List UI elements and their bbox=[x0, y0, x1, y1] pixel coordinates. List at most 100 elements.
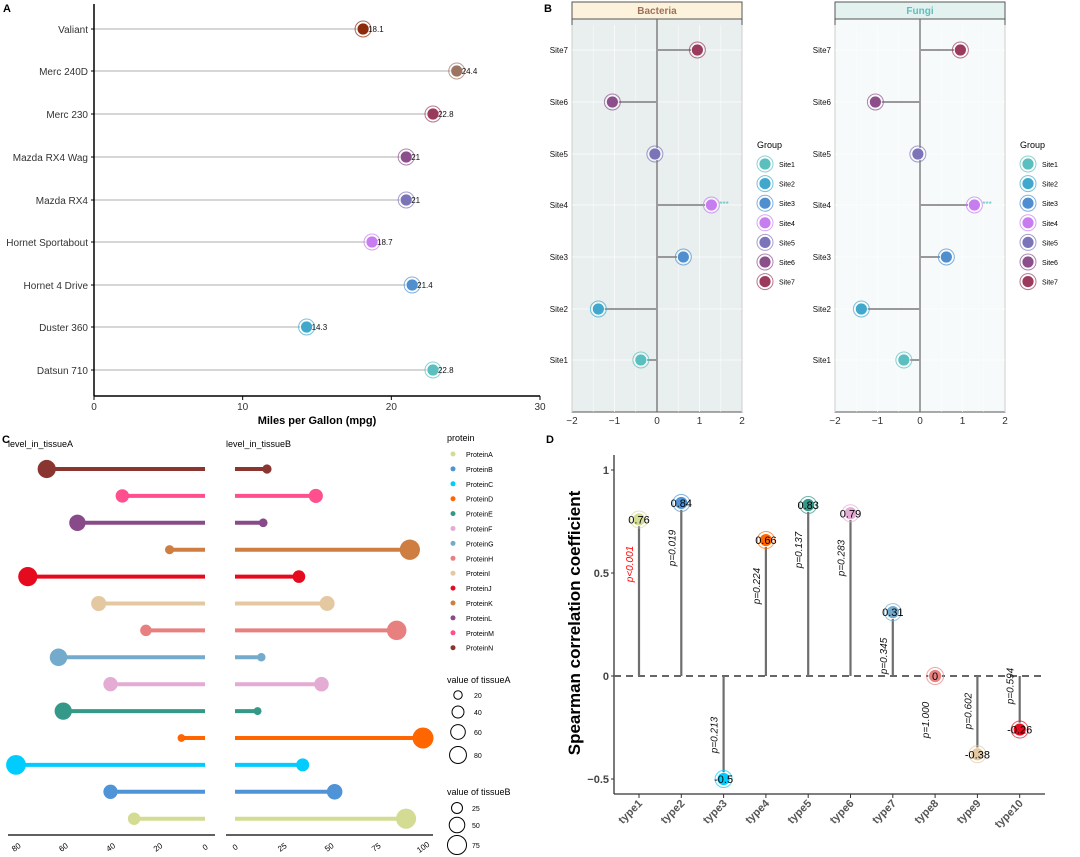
x-tick-label: type8 bbox=[912, 798, 941, 827]
x-tick-label: type9 bbox=[955, 798, 984, 827]
point-site6 bbox=[868, 95, 882, 109]
x-tick-label: 20 bbox=[152, 841, 165, 854]
value-label: 0.66 bbox=[755, 535, 776, 547]
point-merc-240d-ring bbox=[448, 62, 466, 80]
legend-label: ProteinA bbox=[466, 452, 493, 459]
legend-label: ProteinE bbox=[466, 512, 493, 519]
legend-key bbox=[758, 196, 772, 210]
point-site1 bbox=[634, 353, 648, 367]
panel-d: 1 0.5 0 −0.5 Spearman correlation coefficien… bbox=[565, 455, 1045, 831]
value-label: 0.84 bbox=[671, 498, 692, 510]
point-tissueB-proteing bbox=[257, 653, 266, 662]
category-label: Site4 bbox=[813, 201, 832, 210]
legend-key-ring bbox=[756, 273, 774, 291]
x-tick-label: type2 bbox=[659, 798, 688, 827]
point-site3 bbox=[676, 250, 690, 264]
point-tissueA-proteink bbox=[164, 545, 175, 555]
point-type1 bbox=[632, 512, 646, 527]
category-label: Site3 bbox=[550, 253, 569, 262]
point-site2-ring bbox=[589, 300, 607, 318]
point-tissueA-proteini bbox=[91, 595, 107, 612]
legend-key-ring bbox=[756, 194, 774, 212]
x-tick-label: −2 bbox=[829, 416, 841, 427]
value-label: 0.83 bbox=[797, 500, 818, 512]
point-site7-ring bbox=[951, 41, 969, 59]
panel-label-a: A bbox=[3, 3, 11, 15]
legend-key bbox=[758, 275, 772, 289]
category-label: Site1 bbox=[813, 356, 832, 365]
point-site6-ring bbox=[866, 93, 884, 111]
legend-label: Site5 bbox=[779, 240, 795, 247]
p-value-label: p=0.594 bbox=[1006, 667, 1017, 705]
point-site4-ring bbox=[702, 196, 720, 214]
legend-key bbox=[450, 466, 456, 472]
value-label: 0 bbox=[932, 671, 938, 683]
x-tick-label: type7 bbox=[870, 798, 899, 827]
legend-key bbox=[758, 177, 772, 191]
category-label: Site7 bbox=[813, 46, 832, 55]
panel-c: level_in_tissueA level_in_tissueB 80 60 40 20… bbox=[6, 433, 511, 856]
point-tissueB-proteink bbox=[399, 539, 420, 560]
legend-label: Site5 bbox=[1042, 240, 1058, 247]
category-label: Merc 240D bbox=[39, 67, 88, 78]
x-tick-label: 1 bbox=[960, 416, 966, 427]
point-site3-ring bbox=[937, 248, 955, 266]
facet-title: Bacteria bbox=[637, 6, 677, 17]
point-hornet-4-drive bbox=[405, 278, 419, 292]
x-tick-label: 0 bbox=[91, 402, 97, 413]
facet-title: Fungi bbox=[906, 6, 933, 17]
value-label: 21.4 bbox=[417, 281, 433, 290]
point-tissueA-proteind bbox=[177, 734, 186, 742]
point-type9-ring bbox=[968, 745, 987, 764]
point-tissueA-proteinj bbox=[18, 567, 38, 587]
category-label: Datsun 710 bbox=[37, 366, 89, 377]
point-hornet-4-drive-ring bbox=[403, 276, 421, 294]
point-type4-ring bbox=[756, 531, 775, 550]
legend-key bbox=[1021, 157, 1035, 171]
point-tissueB-proteine bbox=[253, 707, 262, 716]
point-type5 bbox=[801, 498, 816, 512]
left-title: level_in_tissueA bbox=[8, 439, 73, 449]
point-tissueB-proteinj bbox=[292, 570, 306, 583]
category-label: Hornet Sportabout bbox=[6, 238, 88, 249]
legend-label: ProteinM bbox=[466, 631, 494, 638]
p-value-label: p=0.019 bbox=[667, 529, 678, 567]
legend-key-ring bbox=[756, 175, 774, 193]
point-mazda-rx4-wag bbox=[399, 150, 413, 164]
legend-key-ring bbox=[1019, 233, 1037, 251]
point-type7 bbox=[885, 605, 900, 620]
legend-key-ring bbox=[756, 253, 774, 271]
category-label: Hornet 4 Drive bbox=[24, 281, 89, 292]
point-merc-240d bbox=[450, 64, 464, 78]
point-type6 bbox=[843, 506, 858, 521]
category-label: Duster 360 bbox=[39, 323, 88, 334]
panel-a: 18.1 Valiant 24.4 Merc 240D 22.8 Merc 230 21 Ma… bbox=[6, 4, 546, 427]
value-label: 18.7 bbox=[377, 238, 393, 247]
legend-key bbox=[450, 615, 456, 621]
x-tick-label: 40 bbox=[105, 841, 118, 854]
size-legend-title-a: value of tissueA bbox=[447, 675, 511, 685]
legend-label: ProteinB bbox=[466, 467, 493, 474]
point-type3 bbox=[716, 772, 731, 786]
p-value-label: p=1.000 bbox=[921, 701, 932, 739]
x-tick-label: −2 bbox=[566, 416, 578, 427]
point-site7 bbox=[953, 43, 967, 57]
point-type8 bbox=[928, 669, 942, 683]
x-tick-label: 1 bbox=[697, 416, 703, 427]
legend-label: Site2 bbox=[779, 182, 795, 189]
legend-label: ProteinK bbox=[466, 601, 493, 608]
point-site3 bbox=[939, 250, 953, 264]
category-label: Site7 bbox=[550, 46, 569, 55]
x-tick-label: type1 bbox=[616, 798, 645, 827]
point-site2 bbox=[854, 302, 868, 316]
legend-key-ring bbox=[756, 214, 774, 232]
point-type4 bbox=[759, 533, 773, 547]
x-tick-label: −1 bbox=[609, 416, 621, 427]
point-site1-ring bbox=[632, 351, 650, 369]
legend-key bbox=[1021, 196, 1035, 210]
legend-key bbox=[450, 481, 456, 487]
legend-label: Site7 bbox=[779, 280, 795, 287]
point-merc-230-ring bbox=[424, 105, 442, 123]
legend-key-ring bbox=[1019, 194, 1037, 212]
value-label: 21 bbox=[411, 196, 420, 205]
